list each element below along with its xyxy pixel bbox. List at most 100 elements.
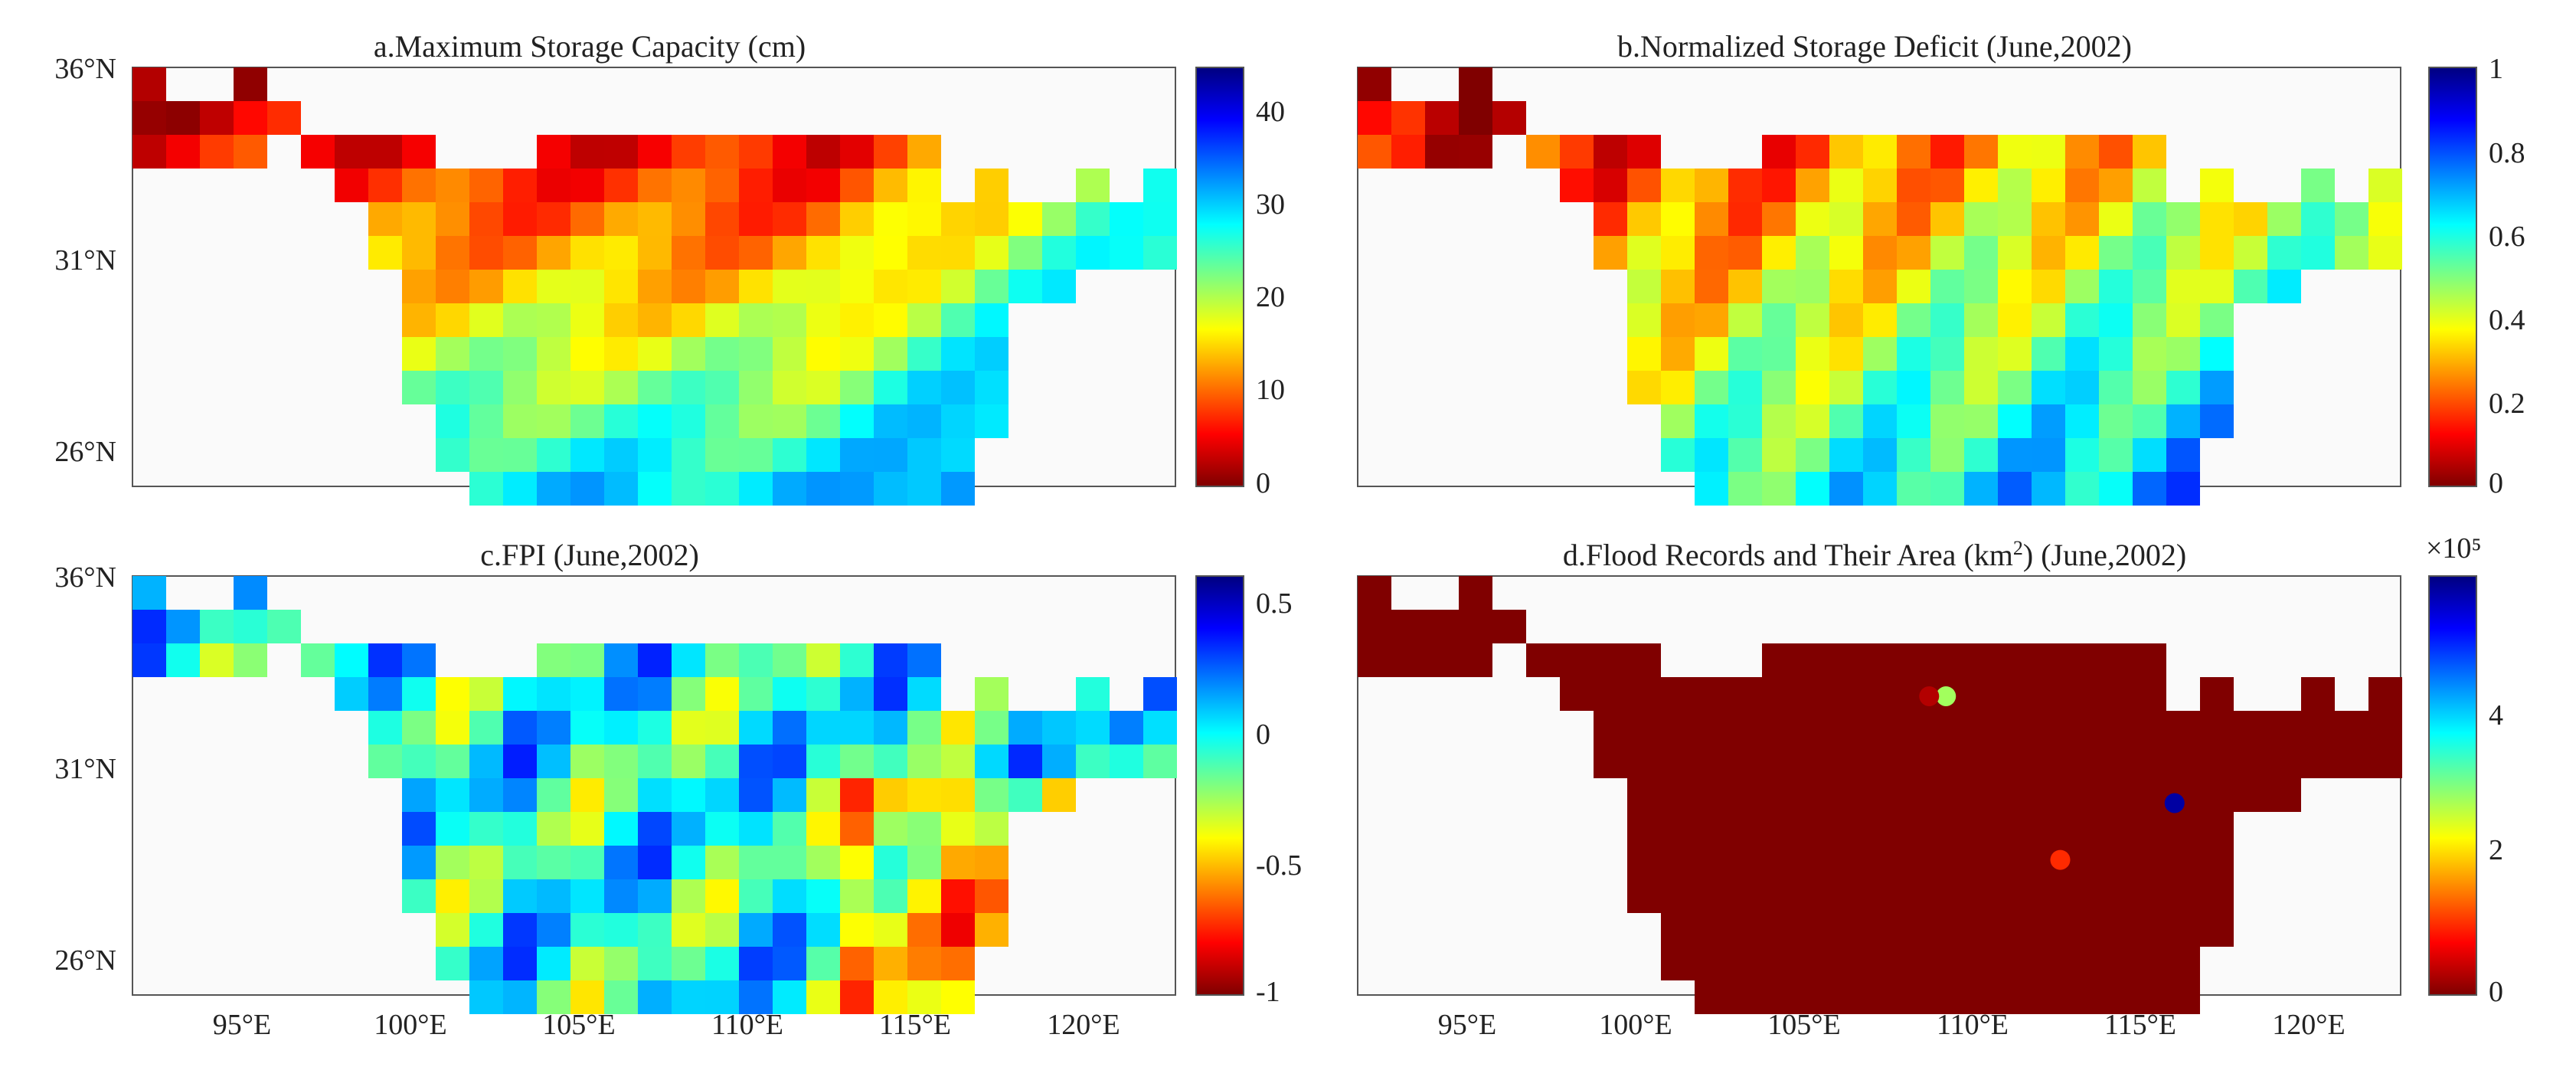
grid-cell — [604, 980, 638, 1014]
grid-cell — [705, 879, 739, 913]
grid-cell — [503, 169, 537, 202]
grid-cell — [1930, 846, 1964, 879]
grid-cell — [469, 438, 503, 472]
grid-cell — [469, 812, 503, 846]
grid-cell — [638, 404, 672, 438]
grid-cell — [638, 202, 672, 236]
grid-cell — [1425, 643, 1459, 677]
grid-cell — [806, 947, 840, 980]
grid-cell — [2065, 677, 2099, 711]
grid-cell — [806, 778, 840, 812]
grid-cell — [739, 643, 773, 677]
grid-cell — [806, 846, 840, 879]
grid-cell — [975, 778, 1008, 812]
grid-cell — [874, 169, 907, 202]
grid-cell — [806, 643, 840, 677]
grid-cell — [1998, 303, 2032, 337]
grid-cell — [907, 745, 941, 778]
grid-cell — [2065, 371, 2099, 404]
grid-cell — [1863, 236, 1897, 270]
grid-cell — [806, 135, 840, 169]
grid-cell — [739, 677, 773, 711]
grid-cell — [907, 812, 941, 846]
grid-cell — [2234, 711, 2267, 745]
grid-cell — [1728, 472, 1762, 506]
grid-cell — [1930, 169, 1964, 202]
grid-cell — [1728, 812, 1762, 846]
grid-cell — [1998, 236, 2032, 270]
grid-cell — [773, 643, 806, 677]
grid-cell — [2166, 980, 2200, 1014]
grid-cell — [638, 236, 672, 270]
grid-cell — [1964, 236, 1998, 270]
grid-cell — [1661, 404, 1695, 438]
grid-cell — [537, 879, 570, 913]
grid-cell — [2032, 236, 2065, 270]
grid-cell — [941, 202, 975, 236]
grid-cell — [1627, 643, 1661, 677]
grid-cell — [806, 371, 840, 404]
grid-cell — [2200, 202, 2234, 236]
grid-cell — [469, 980, 503, 1014]
grid-cell — [874, 202, 907, 236]
grid-cell — [2099, 303, 2133, 337]
grid-cell — [469, 846, 503, 879]
grid-cell — [1008, 202, 1042, 236]
grid-cell — [2133, 778, 2166, 812]
grid-cell — [672, 236, 705, 270]
grid-cell — [1728, 371, 1762, 404]
panel-c-cb-label-neg1: -1 — [1256, 976, 1280, 1008]
grid-cell — [2301, 202, 2335, 236]
grid-cell — [1998, 202, 2032, 236]
grid-cell — [1526, 135, 1560, 169]
grid-cell — [1627, 812, 1661, 846]
grid-cell — [1459, 67, 1492, 101]
grid-cell — [402, 135, 436, 169]
grid-cell — [570, 472, 604, 506]
grid-cell — [1695, 337, 1728, 371]
grid-cell — [705, 270, 739, 303]
grid-cell — [537, 169, 570, 202]
grid-cell — [1042, 270, 1076, 303]
grid-cell — [1897, 913, 1930, 947]
grid-cell — [907, 135, 941, 169]
grid-cell — [2133, 677, 2166, 711]
panel-a-lat-label-31: 31°N — [54, 244, 116, 277]
grid-cell — [1930, 812, 1964, 846]
grid-cell — [941, 438, 975, 472]
grid-cell — [2166, 438, 2200, 472]
grid-cell — [638, 745, 672, 778]
grid-cell — [1076, 711, 1110, 745]
grid-cell — [570, 202, 604, 236]
grid-cell — [941, 745, 975, 778]
grid-cell — [604, 169, 638, 202]
panel-d-lon-label-115: 115°E — [2104, 1009, 2176, 1041]
panel-b-title: b.Normalized Storage Deficit (June,2002) — [1617, 29, 2132, 64]
grid-cell — [2234, 202, 2267, 236]
grid-cell — [1076, 202, 1110, 236]
grid-cell — [840, 913, 874, 947]
grid-cell — [604, 337, 638, 371]
grid-cell — [368, 643, 402, 677]
grid-cell — [1897, 778, 1930, 812]
grid-cell — [2065, 879, 2099, 913]
grid-cell — [840, 812, 874, 846]
grid-cell — [570, 404, 604, 438]
grid-cell — [773, 812, 806, 846]
grid-cell — [874, 643, 907, 677]
grid-cell — [402, 711, 436, 745]
grid-cell — [1459, 643, 1492, 677]
grid-cell — [874, 337, 907, 371]
grid-cell — [1964, 913, 1998, 947]
grid-cell — [537, 202, 570, 236]
panel-c-lat-labels: 36°N 31°N 26°N — [54, 561, 116, 977]
grid-cell — [436, 202, 469, 236]
grid-cell — [1459, 610, 1492, 643]
grid-cell — [705, 778, 739, 812]
grid-cell — [638, 879, 672, 913]
grid-cell — [840, 303, 874, 337]
grid-cell — [874, 303, 907, 337]
grid-cell — [2133, 812, 2166, 846]
panel-b-cb-label-0.4: 0.4 — [2489, 304, 2525, 336]
